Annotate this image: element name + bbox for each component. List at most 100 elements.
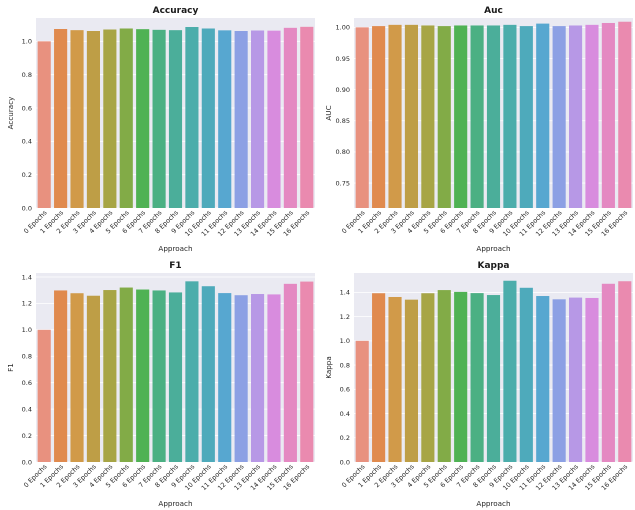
auc-bar-16 bbox=[618, 21, 632, 209]
f1-bar-5 bbox=[119, 287, 133, 462]
f1-ytick-label: 1.4 bbox=[22, 273, 32, 281]
auc-bar-11 bbox=[536, 23, 550, 209]
auc-y-axis-label: AUC bbox=[324, 105, 333, 120]
f1-bar-6 bbox=[136, 289, 150, 462]
auc-ytick-label: 0.95 bbox=[336, 55, 350, 63]
auc-bar-1 bbox=[372, 26, 386, 209]
f1-ytick-label: 1.0 bbox=[22, 326, 32, 334]
f1-ytick-label: 0.4 bbox=[22, 405, 32, 413]
kappa-bar-7 bbox=[470, 293, 484, 462]
kappa-bar-12 bbox=[552, 299, 566, 462]
accuracy-bar-11 bbox=[218, 30, 232, 209]
accuracy-bar-4 bbox=[103, 29, 117, 208]
auc-bar-6 bbox=[454, 25, 468, 209]
accuracy-bar-13 bbox=[250, 30, 265, 208]
accuracy-bar-15 bbox=[283, 27, 297, 209]
auc-bar-7 bbox=[470, 25, 484, 209]
kappa-bar-9 bbox=[503, 280, 517, 462]
f1-ytick-label: 0.2 bbox=[22, 432, 32, 440]
f1-bar-11 bbox=[218, 293, 232, 462]
auc-bar-15 bbox=[601, 22, 615, 208]
f1-bar-9 bbox=[185, 281, 199, 462]
accuracy-ytick-label: 1.0 bbox=[22, 38, 32, 46]
accuracy-bar-1 bbox=[54, 29, 68, 208]
auc-bar-5 bbox=[437, 26, 451, 209]
accuracy-bar-6 bbox=[136, 29, 150, 208]
kappa-ytick-label: 1.0 bbox=[340, 337, 350, 345]
f1-bar-16 bbox=[300, 281, 314, 462]
accuracy-bar-10 bbox=[201, 28, 215, 208]
auc-ytick-label: 0.75 bbox=[336, 179, 350, 187]
kappa-ytick-label: 1.2 bbox=[340, 313, 350, 321]
auc-bar-9 bbox=[503, 24, 517, 208]
kappa-bar-10 bbox=[519, 287, 533, 462]
accuracy-bar-9 bbox=[185, 27, 199, 208]
accuracy-bar-7 bbox=[152, 29, 166, 209]
kappa-ytick-label: 0.8 bbox=[340, 361, 350, 369]
f1-bar-12 bbox=[234, 295, 248, 462]
accuracy-bar-3 bbox=[86, 31, 101, 208]
kappa-ytick-label: 0.0 bbox=[340, 458, 350, 466]
auc-bar-3 bbox=[404, 24, 419, 208]
f1-ytick-label: 1.2 bbox=[22, 300, 32, 308]
kappa-x-axis-label: Approach bbox=[476, 499, 510, 508]
auc-bar-8 bbox=[486, 25, 501, 209]
f1-bar-4 bbox=[103, 290, 117, 462]
f1-bar-1 bbox=[54, 290, 68, 462]
auc-bar-10 bbox=[519, 26, 533, 209]
f1-chart-title: F1 bbox=[169, 261, 181, 271]
f1-ytick-label: 0.6 bbox=[22, 379, 32, 387]
kappa-bar-0 bbox=[355, 340, 369, 462]
kappa-chart-title: Kappa bbox=[477, 261, 509, 271]
auc-ytick-label: 0.85 bbox=[336, 117, 350, 125]
auc-ytick-label: 1.00 bbox=[336, 24, 350, 32]
f1-bar-3 bbox=[86, 295, 101, 462]
kappa-bar-15 bbox=[601, 283, 615, 462]
auc-ytick-label: 0.80 bbox=[336, 148, 350, 156]
kappa-ytick-label: 0.4 bbox=[340, 410, 350, 418]
f1-x-axis-label: Approach bbox=[158, 499, 192, 508]
kappa-ytick-label: 1.4 bbox=[340, 289, 350, 297]
auc-ytick-label: 0.90 bbox=[336, 86, 350, 94]
accuracy-bar-2 bbox=[70, 30, 84, 208]
f1-bar-2 bbox=[70, 293, 84, 462]
kappa-bar-1 bbox=[372, 293, 386, 462]
accuracy-chart-title: Accuracy bbox=[153, 6, 199, 16]
accuracy-ytick-label: 0.0 bbox=[22, 204, 32, 212]
accuracy-x-axis-label: Approach bbox=[158, 244, 192, 253]
auc-bar-13 bbox=[568, 25, 583, 209]
accuracy-bar-12 bbox=[234, 31, 248, 208]
kappa-y-axis-label: Kappa bbox=[324, 356, 333, 379]
accuracy-bar-8 bbox=[168, 30, 183, 208]
f1-bar-0 bbox=[37, 329, 51, 462]
accuracy-bar-0 bbox=[37, 41, 51, 209]
accuracy-ytick-label: 0.8 bbox=[22, 71, 32, 79]
f1-bar-14 bbox=[267, 294, 281, 462]
kappa-bar-8 bbox=[486, 295, 501, 462]
auc-bar-0 bbox=[355, 27, 369, 208]
f1-bar-13 bbox=[250, 294, 265, 462]
accuracy-ytick-label: 0.4 bbox=[22, 138, 32, 146]
f1-y-axis-label: F1 bbox=[6, 363, 15, 372]
f1-ytick-label: 0.0 bbox=[22, 458, 32, 466]
accuracy-bar-14 bbox=[267, 30, 281, 208]
kappa-bar-11 bbox=[536, 296, 550, 462]
f1-bar-7 bbox=[152, 290, 166, 462]
accuracy-bar-5 bbox=[119, 28, 133, 208]
kappa-bar-3 bbox=[404, 299, 419, 462]
auc-x-axis-label: Approach bbox=[476, 244, 510, 253]
accuracy-y-axis-label: Accuracy bbox=[6, 96, 15, 130]
auc-bar-12 bbox=[552, 26, 566, 209]
kappa-bar-4 bbox=[421, 293, 435, 462]
f1-bar-10 bbox=[201, 286, 215, 462]
f1-bar-15 bbox=[283, 283, 297, 462]
kappa-ytick-label: 0.6 bbox=[340, 386, 350, 394]
kappa-bar-2 bbox=[388, 296, 402, 462]
accuracy-ytick-label: 0.6 bbox=[22, 104, 32, 112]
kappa-bar-13 bbox=[568, 297, 583, 462]
auc-bar-14 bbox=[585, 24, 599, 208]
kappa-bar-16 bbox=[618, 281, 632, 462]
kappa-bar-5 bbox=[437, 290, 451, 462]
